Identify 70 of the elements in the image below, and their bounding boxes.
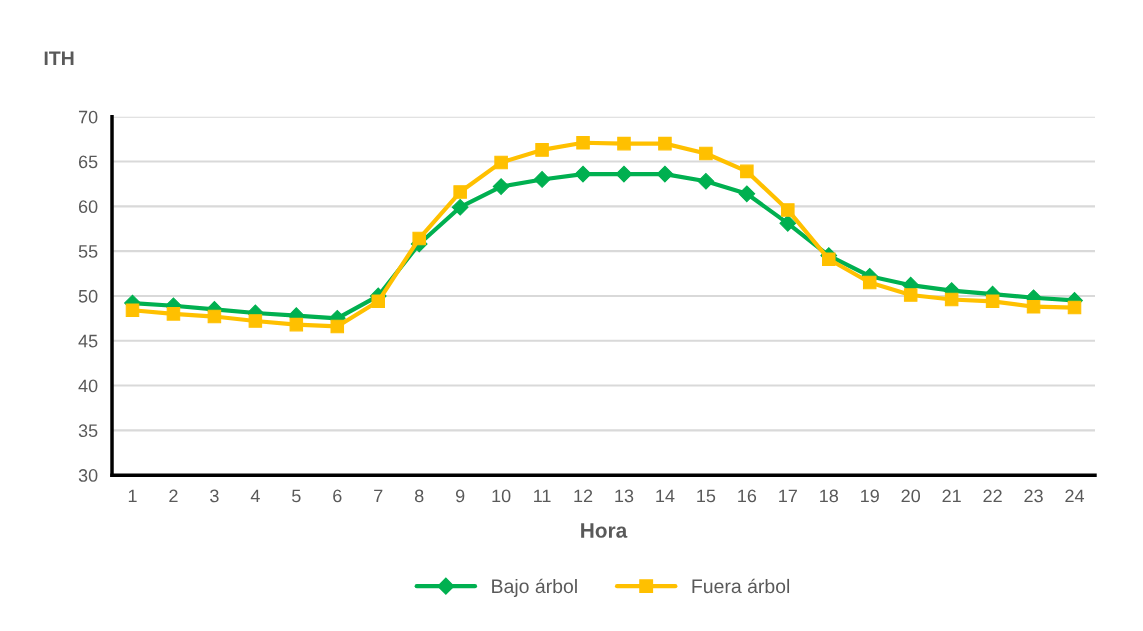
y-axis-title: ITH (44, 51, 74, 65)
point (453, 185, 467, 199)
point (492, 178, 510, 195)
point (533, 171, 551, 188)
point (985, 294, 1000, 309)
point (699, 146, 713, 161)
point (125, 303, 140, 318)
point (248, 314, 263, 328)
point (330, 319, 345, 334)
x-tick-label: 6 (333, 489, 342, 503)
point (289, 317, 304, 332)
point (658, 136, 672, 151)
point (944, 292, 959, 307)
x-tick-label: 8 (414, 489, 424, 503)
y-tick-label: 65 (78, 155, 98, 169)
y-tick-label: 55 (78, 245, 98, 258)
legend-label: Fuera árbol (692, 578, 790, 594)
x-tick-label: 19 (861, 489, 879, 503)
x-tick-label: 4 (250, 489, 260, 503)
point (740, 164, 754, 179)
point (862, 275, 877, 290)
point (1026, 299, 1041, 314)
y-tick-label: 60 (78, 200, 98, 214)
point (535, 143, 549, 157)
point (615, 165, 633, 183)
x-tick-label: 1 (128, 489, 137, 503)
point (738, 185, 756, 203)
x-tick-label: 24 (1065, 489, 1085, 503)
legend-label: Bajo árbol (492, 578, 577, 598)
point (576, 135, 590, 150)
point (166, 307, 181, 321)
point (822, 252, 836, 266)
y-tick-label: 40 (78, 379, 98, 393)
x-tick-label: 21 (942, 489, 961, 503)
point (412, 231, 426, 246)
point (494, 155, 508, 170)
x-tick-label: 16 (738, 489, 757, 503)
x-tick-label: 15 (697, 489, 716, 503)
x-tick-label: 12 (574, 489, 593, 503)
y-tick-label: 50 (78, 289, 98, 303)
point (371, 294, 386, 309)
point (574, 165, 592, 183)
y-tick-label: 35 (78, 424, 98, 438)
point (1067, 300, 1082, 315)
x-tick-label: 9 (455, 489, 465, 503)
y-tick-label: 45 (78, 334, 98, 348)
x-tick-label: 22 (983, 489, 1002, 503)
x-tick-label: 17 (779, 489, 797, 503)
point (781, 203, 795, 217)
x-tick-label: 3 (210, 489, 219, 503)
y-tick-label: 70 (78, 110, 98, 124)
point (451, 198, 469, 216)
x-tick-label: 13 (615, 489, 634, 503)
x-tick-label: 5 (292, 489, 301, 503)
x-tick-label: 23 (1024, 489, 1043, 503)
x-tick-label: 18 (820, 489, 839, 503)
point (903, 288, 918, 302)
x-tick-label: 11 (534, 489, 551, 503)
point (779, 214, 797, 232)
x-axis-title: Hora (581, 523, 628, 538)
point (207, 309, 222, 324)
point (697, 172, 715, 190)
point (656, 165, 674, 183)
point (617, 136, 631, 151)
x-tick-label: 20 (901, 489, 921, 503)
y-tick-label: 30 (78, 469, 98, 482)
x-tick-label: 14 (656, 489, 675, 503)
x-tick-label: 2 (169, 489, 178, 503)
x-tick-label: 7 (374, 489, 383, 503)
x-tick-label: 10 (492, 489, 511, 503)
